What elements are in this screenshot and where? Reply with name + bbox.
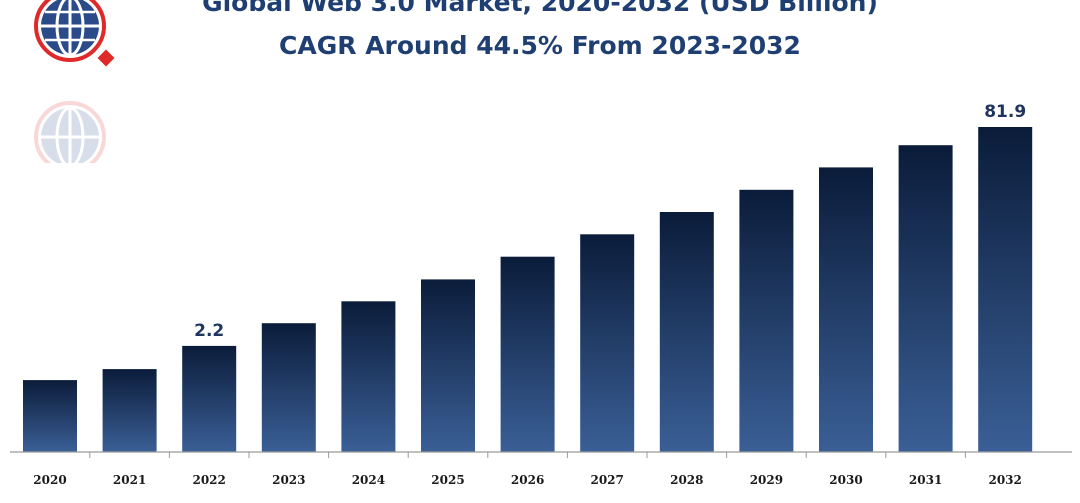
bar-2020 (23, 380, 77, 452)
x-tick-label: 2026 (511, 473, 544, 487)
x-tick-label: 2027 (590, 473, 623, 487)
bar-2021 (102, 369, 157, 452)
data-labels: 2.2 81.9 (194, 102, 1026, 341)
bar-2022 (182, 345, 237, 452)
x-tick-label: 2023 (272, 473, 305, 487)
x-tick-label: 2025 (431, 473, 464, 487)
bar-2025 (421, 279, 475, 452)
x-tick-label: 2021 (113, 473, 146, 487)
bar-2026 (500, 256, 555, 452)
bar-2031 (898, 145, 953, 452)
bar-2032 (978, 127, 1033, 452)
bars-group (23, 127, 1033, 453)
x-tick-label: 2024 (352, 473, 385, 487)
bar-2024 (341, 301, 396, 452)
chart-subtitle: CAGR Around 44.5% From 2023-2032 (279, 31, 801, 60)
x-tick-label: 2030 (829, 473, 862, 487)
globe-logo-reflection-icon (34, 101, 106, 163)
bar-2023 (261, 323, 316, 452)
globe-logo-icon (34, 0, 115, 67)
x-axis-labels: 2020 2021 2022 2023 2024 2025 2026 2027 2028 2029… (33, 473, 1022, 487)
x-axis-ticks (89, 452, 966, 458)
bar-2029 (739, 189, 794, 453)
x-tick-label: 2020 (33, 473, 66, 487)
data-label-2032: 81.9 (984, 102, 1026, 122)
x-tick-label: 2031 (909, 473, 942, 487)
x-tick-label: 2022 (192, 473, 225, 487)
bar-2030 (819, 167, 873, 452)
data-label-2022: 2.2 (194, 321, 224, 341)
x-tick-label: 2029 (750, 473, 783, 487)
chart-title: Global Web 3.0 Market, 2020-2032 (USD Bi… (202, 0, 878, 17)
bar-2028 (659, 212, 714, 452)
bar-2027 (580, 234, 635, 452)
x-tick-label: 2028 (670, 473, 703, 487)
x-tick-label: 2032 (988, 473, 1021, 487)
